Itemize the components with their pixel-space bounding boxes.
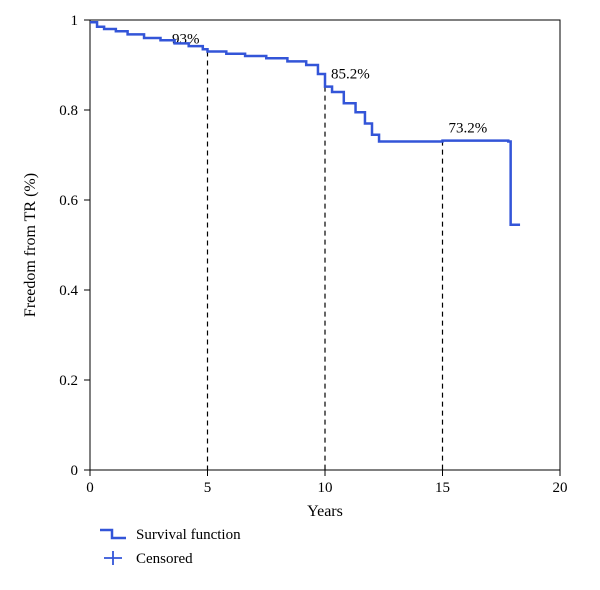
- svg-text:73.2%: 73.2%: [449, 121, 488, 137]
- svg-text:1: 1: [71, 13, 79, 29]
- chart-container: 0 5 10 15 20 Years 0 0.2 0.4 0.6 0.8 1 Freedom from …: [0, 0, 600, 590]
- svg-text:85.2%: 85.2%: [331, 67, 370, 83]
- svg-text:5: 5: [204, 480, 212, 496]
- svg-text:0.6: 0.6: [59, 193, 78, 209]
- svg-text:15: 15: [435, 480, 450, 496]
- svg-text:Years: Years: [307, 503, 343, 520]
- svg-text:0.2: 0.2: [59, 373, 78, 389]
- svg-text:10: 10: [318, 480, 333, 496]
- svg-text:0.8: 0.8: [59, 103, 78, 119]
- svg-text:0: 0: [86, 480, 94, 496]
- svg-text:20: 20: [553, 480, 568, 496]
- svg-text:Survival function: Survival function: [136, 527, 241, 543]
- svg-text:0.4: 0.4: [59, 283, 78, 299]
- svg-text:Freedom from TR (%): Freedom from TR (%): [22, 173, 39, 317]
- km-chart-svg: 0 5 10 15 20 Years 0 0.2 0.4 0.6 0.8 1 Freedom from …: [0, 0, 600, 590]
- svg-text:Censored: Censored: [136, 551, 193, 567]
- svg-text:0: 0: [71, 463, 79, 479]
